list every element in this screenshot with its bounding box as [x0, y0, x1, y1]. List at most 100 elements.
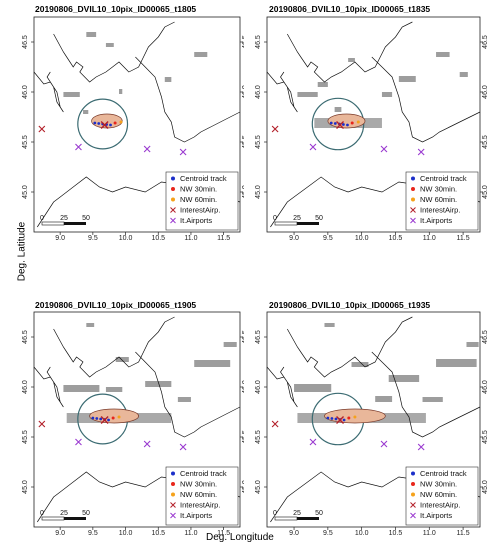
airport-marker [417, 443, 425, 451]
map-panel-t1905: 20190806_DVIL10_10pix_ID00065_t1905 45.0… [0, 275, 249, 550]
rain-patch [294, 384, 332, 392]
rain-patch [334, 107, 342, 112]
centroid-point [342, 418, 346, 422]
legend-label: Centroid track [420, 469, 467, 478]
centroid-point [107, 418, 110, 422]
x-axis-label: Deg. Longitude [206, 532, 274, 543]
scalebar-label: 25 [60, 510, 68, 517]
legend-label: NW 60min. [180, 490, 217, 499]
x-tick-label: 10.0 [355, 235, 369, 242]
legend-label: Centroid track [180, 174, 227, 183]
x-tick-label: 10.5 [151, 530, 165, 537]
rain-patch [86, 32, 97, 37]
y-tick-label: 45.5 [255, 430, 262, 444]
rain-patch [422, 397, 443, 402]
country-border [33, 71, 64, 113]
y-tick-label: 45.0 [22, 480, 29, 494]
scalebar-segment [274, 516, 298, 521]
country-border [266, 71, 298, 113]
legend-label: It.Airports [180, 511, 212, 520]
panel-title: 20190806_DVIL10_10pix_ID00065_t1805 [35, 4, 197, 14]
storm-cell [89, 408, 139, 424]
legend-swatch [171, 176, 175, 181]
legend-swatch [171, 197, 175, 202]
centroid-point [91, 416, 95, 420]
airport-marker [271, 420, 279, 428]
rain-patch [324, 323, 335, 327]
legend-label: Centroid track [180, 469, 227, 478]
scalebar-label: 0 [273, 510, 277, 517]
x-tick-label: 11.0 [423, 235, 436, 242]
map-panel-t1935: 20190806_DVIL10_10pix_ID00065_t1935 45.0… [244, 275, 487, 550]
x-tick-label: 11.0 [184, 530, 197, 537]
airport-marker [309, 143, 317, 151]
storm-cell [327, 113, 366, 129]
scalebar-label: 50 [82, 215, 90, 222]
x-tick-label: 10.5 [389, 235, 403, 242]
rain-patch [119, 89, 123, 94]
rain-patch [177, 397, 191, 402]
centroid-point [93, 121, 97, 125]
centroid-point [346, 123, 349, 127]
legend-label: It.Airports [180, 216, 212, 225]
nw30-point [350, 121, 354, 125]
storm-cell [91, 113, 123, 129]
rain-patch [105, 387, 123, 392]
legend-swatch [170, 512, 176, 519]
rain-patch [459, 72, 468, 77]
legend-label: Centroid track [420, 174, 467, 183]
x-tick-label: 9.5 [88, 530, 98, 537]
nw60-point [353, 415, 357, 419]
map-plot: 45.0 45.045.5 45.546.0 46.046.5 46.59.0 9.5 10… [22, 311, 249, 537]
nw30-point [347, 416, 351, 420]
legend-swatch [171, 492, 175, 497]
x-tick-label: 10.5 [389, 530, 403, 537]
y-tick-label: 45.5 [255, 135, 262, 149]
scalebar-label: 25 [60, 215, 68, 222]
airport-marker [75, 143, 82, 151]
rain-patch [145, 381, 172, 387]
legend-label: InterestAirp. [180, 501, 220, 510]
x-tick-label: 9.0 [55, 530, 65, 537]
legend-box [405, 466, 479, 526]
legend-swatch [171, 482, 175, 486]
rain-patch [436, 359, 477, 367]
airport-marker [143, 440, 151, 448]
legend-swatch [411, 482, 415, 486]
y-tick-label: 46.0 [255, 380, 262, 394]
interest-airport-marker [336, 121, 345, 129]
panel-title: 20190806_DVIL10_10pix_ID00065_t1905 [35, 300, 197, 310]
country-border [53, 21, 175, 83]
x-tick-label: 9.5 [323, 530, 333, 537]
x-tick-label: 11.0 [184, 235, 197, 242]
rain-patch [86, 323, 95, 327]
panel-title: 20190806_DVIL10_10pix_ID00065_t1935 [269, 300, 431, 310]
nw30-point [113, 121, 117, 125]
airport-marker [143, 145, 151, 153]
legend-swatch [410, 502, 416, 508]
x-tick-label: 10.0 [355, 530, 369, 537]
centroid-point [326, 416, 330, 420]
airport-marker [75, 438, 82, 446]
rain-patch [63, 385, 100, 392]
x-tick-label: 11.5 [457, 235, 470, 242]
airport-marker [380, 145, 388, 153]
y-tick-label: 46.0 [22, 380, 29, 394]
rain-patch [466, 342, 479, 347]
legend-box [405, 171, 479, 231]
x-tick-label: 11.0 [423, 530, 436, 537]
nw60-point [119, 120, 123, 124]
legend-swatch [171, 471, 175, 476]
legend-swatch [411, 471, 415, 476]
interest-airport-marker [100, 416, 109, 424]
centroid-point [99, 417, 103, 421]
x-tick-label: 11.5 [217, 235, 230, 242]
scalebar-segment [64, 222, 86, 225]
airport-marker [417, 148, 425, 156]
y-tick-label: 46.0 [255, 85, 262, 99]
buffer-circle [77, 98, 129, 150]
y-tick-label: 46.0 [22, 85, 29, 99]
x-tick-label: 9.0 [55, 235, 65, 242]
rain-patch [164, 77, 172, 82]
x-tick-label: 9.5 [88, 235, 98, 242]
